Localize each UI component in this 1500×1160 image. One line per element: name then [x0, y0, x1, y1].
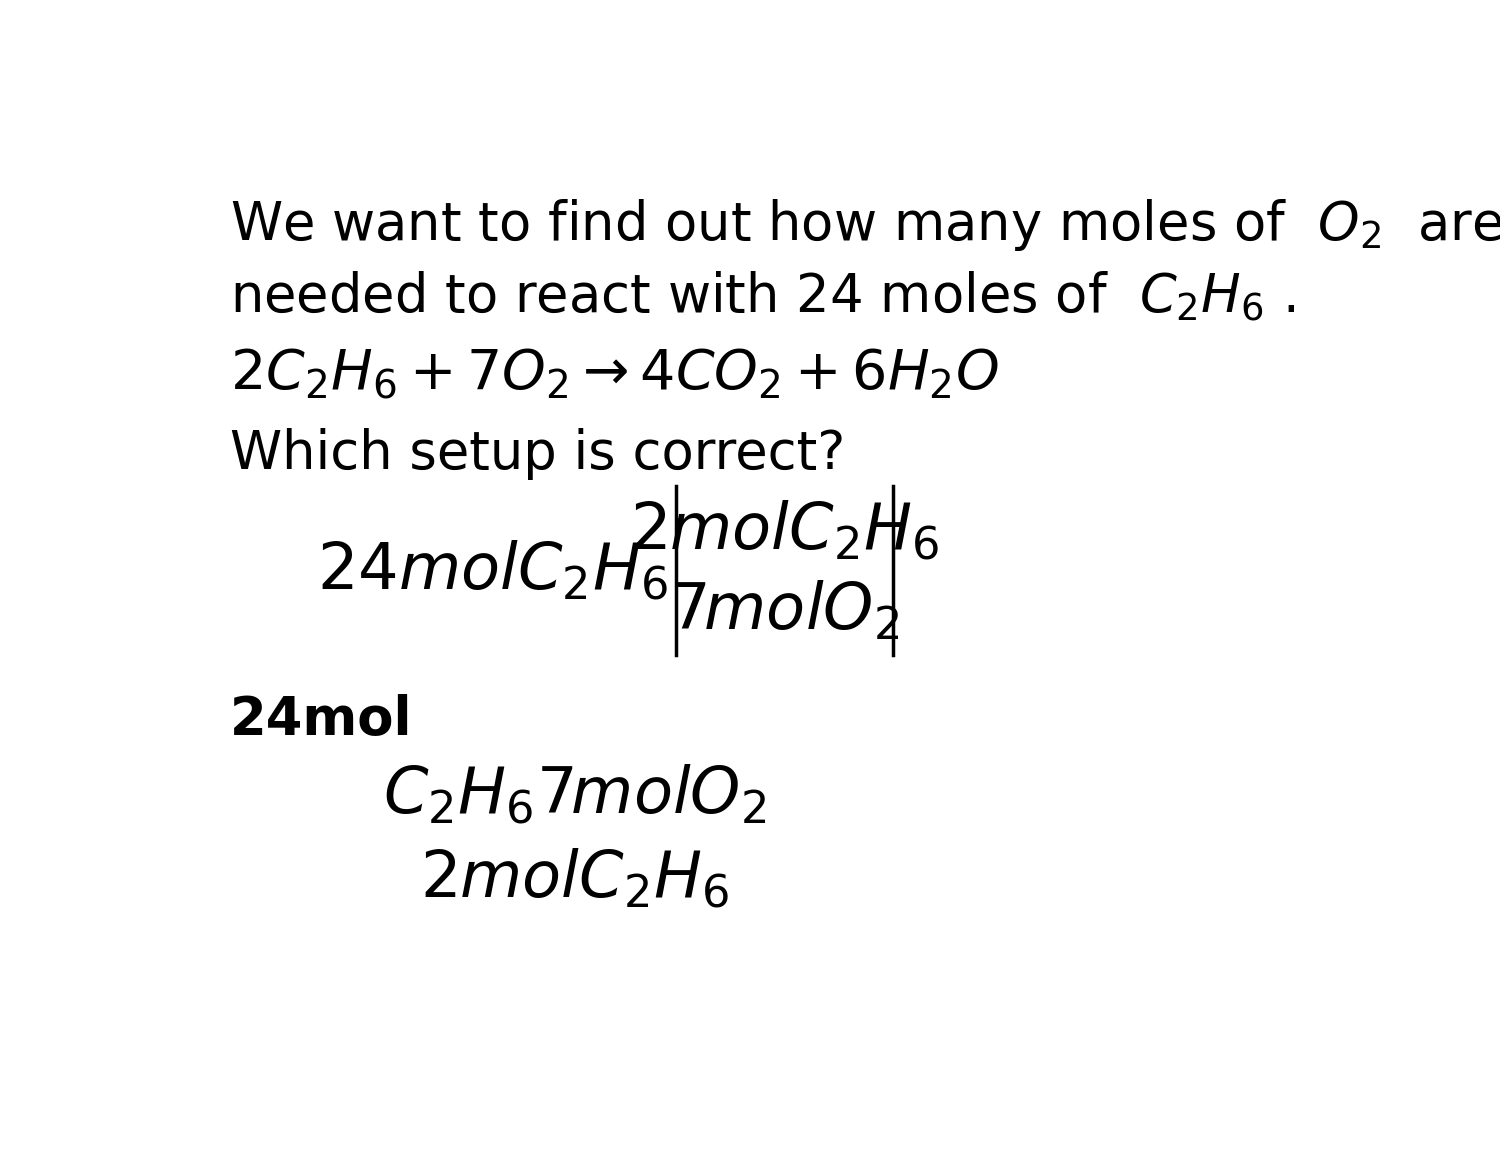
Text: $C_2H_67molO_2$: $C_2H_67molO_2$ — [384, 762, 766, 826]
Text: $2molC_2H_6$: $2molC_2H_6$ — [630, 499, 939, 563]
Text: $7molO_2$: $7molO_2$ — [669, 579, 900, 643]
Text: $2C_2H_6 + 7O_2 \rightarrow 4CO_2 + 6H_2O$: $2C_2H_6 + 7O_2 \rightarrow 4CO_2 + 6H_2… — [230, 347, 999, 401]
Text: needed to react with 24 moles of  $C_2H_6$ .: needed to react with 24 moles of $C_2H_6… — [230, 270, 1296, 324]
Text: Which setup is correct?: Which setup is correct? — [230, 428, 846, 480]
Text: 24mol: 24mol — [230, 694, 412, 746]
Text: $24molC_2H_6$: $24molC_2H_6$ — [316, 538, 668, 602]
Text: We want to find out how many moles of  $O_2$  are: We want to find out how many moles of $O… — [230, 197, 1500, 253]
Text: $2molC_2H_6$: $2molC_2H_6$ — [420, 847, 729, 911]
